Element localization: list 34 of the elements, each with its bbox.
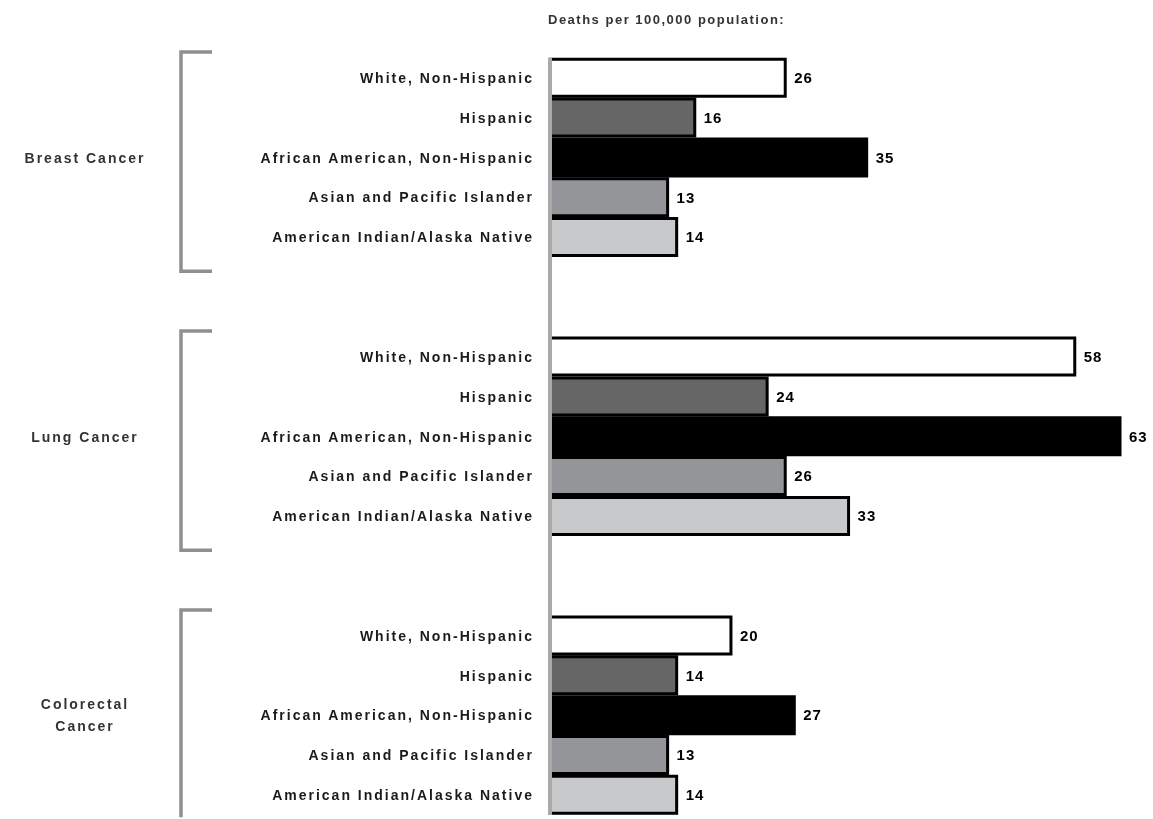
data-label: 27 — [803, 706, 822, 724]
data-label: 24 — [776, 387, 795, 405]
y-tick-label: Hispanic — [459, 388, 534, 405]
data-label: 14 — [685, 228, 705, 246]
y-tick-label: White, Non-Hispanic — [359, 627, 534, 644]
y-tick-label: American Indian/Alaska Native — [272, 787, 534, 804]
chart-title: Deaths per 100,000 population: — [548, 12, 786, 27]
data-label: 16 — [703, 108, 723, 126]
data-label: 33 — [857, 507, 877, 525]
y-tick-label: Asian and Pacific Islander — [308, 189, 534, 206]
data-label: 13 — [676, 188, 696, 206]
data-label: 26 — [794, 467, 813, 485]
data-label: 35 — [875, 148, 895, 166]
y-tick-label: Hispanic — [459, 667, 534, 684]
data-label: 14 — [685, 786, 705, 804]
data-label: 26 — [794, 69, 813, 87]
data-label: 14 — [685, 666, 705, 684]
text: Lung Cancer — [31, 427, 139, 447]
data-label: 20 — [739, 626, 759, 644]
text: Breast Cancer — [24, 148, 146, 168]
y-tick-label: African American, Non-Hispanic — [260, 428, 534, 445]
y-tick-label: African American, Non-Hispanic — [260, 707, 534, 724]
y-tick-label: White, Non-Hispanic — [359, 69, 534, 86]
y-tick-label: American Indian/Alaska Native — [272, 508, 534, 525]
y-tick-label: Asian and Pacific Islander — [308, 468, 534, 485]
y-tick-label: Asian and Pacific Islander — [308, 747, 534, 764]
data-label: 63 — [1129, 427, 1148, 445]
y-tick-label: African American, Non-Hispanic — [260, 149, 534, 166]
y-tick-label: White, Non-Hispanic — [359, 348, 534, 365]
y-tick-label: American Indian/Alaska Native — [272, 229, 534, 246]
data-label: 13 — [676, 746, 696, 764]
text: Colorectal Cancer — [39, 695, 131, 737]
data-label: 58 — [1083, 347, 1103, 365]
y-tick-label: Hispanic — [459, 109, 534, 126]
